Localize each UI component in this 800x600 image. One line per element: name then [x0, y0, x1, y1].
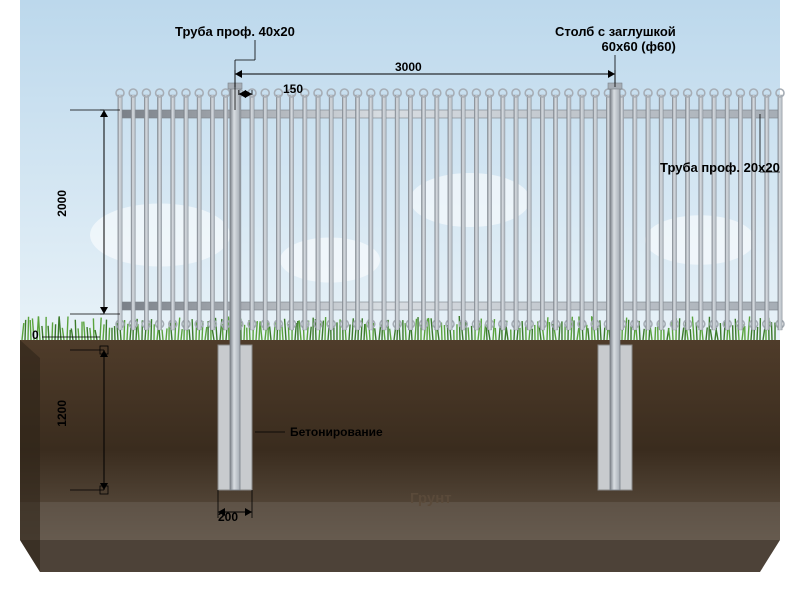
- diagram-canvas: [0, 0, 800, 600]
